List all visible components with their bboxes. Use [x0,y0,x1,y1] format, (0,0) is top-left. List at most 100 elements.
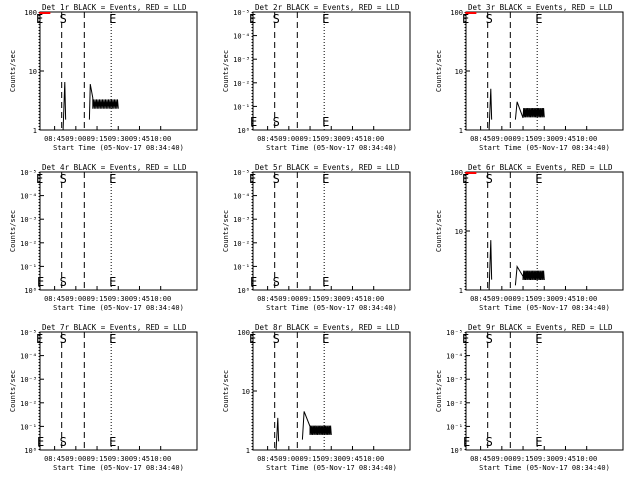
x-tick-label: 09:30 [108,135,129,143]
marker-label: E [535,172,542,186]
y-tick-label: 10⁻⁴ [446,353,463,361]
y-tick-label: 10⁻⁵ [20,169,37,177]
x-tick-label: 09:15 [300,295,321,303]
marker-label-bottom: E [250,115,257,129]
plot-frame [465,331,624,451]
marker-label: S [60,172,67,186]
x-tick-label: 09:30 [321,455,342,463]
x-tick-label: 08:45 [44,135,65,143]
x-tick-label: 08:45 [44,295,65,303]
y-tick-label: 10⁰ [450,447,463,455]
panel-title: Det 4r BLACK = Events, RED = LLD [42,163,187,172]
x-tick-label: 08:45 [44,455,65,463]
y-tick-label: 10⁻¹ [20,423,37,431]
events-spike [275,417,280,451]
detector-panel-7: Det 7r BLACK = Events, RED = LLD 10⁰ 10⁻¹ 1… [9,323,198,472]
y-tick-label: 10 [242,388,250,396]
x-tick-label: 09:45 [555,135,576,143]
plot-frame [39,331,198,451]
x-tick-label: 09:00 [491,135,512,143]
x-tick-label: 09:00 [278,295,299,303]
y-tick-label: 10⁻² [20,400,37,408]
marker-label: E [249,332,256,346]
x-tick-label: 09:45 [555,295,576,303]
detector-panel-6: Det 6r BLACK = Events, RED = LLD 1 10 100 08… [435,163,624,312]
marker-label-bottom: E [37,435,44,449]
x-tick-label: 09:30 [321,295,342,303]
marker-label-bottom: S [60,435,67,449]
events-plateau [301,411,332,440]
y-axis-label: Counts/sec [435,50,443,92]
panel-title: Det 5r BLACK = Events, RED = LLD [255,163,400,172]
marker-label-bottom: E [250,275,257,289]
marker-label: E [322,332,329,346]
panel-title: Det 8r BLACK = Events, RED = LLD [255,323,400,332]
marker-label: S [273,12,280,26]
x-axis-label: Start Time (05-Nov-17 08:34:40) [266,144,397,152]
y-tick-label: 10⁻² [233,80,250,88]
detector-panel-3: Det 3r BLACK = Events, RED = LLD 1 10 100 08… [435,3,624,152]
y-tick-label: 10⁻⁵ [20,329,37,337]
marker-label: S [273,332,280,346]
y-tick-label: 1 [33,127,37,135]
x-axis-label: Start Time (05-Nov-17 08:34:40) [479,304,610,312]
y-axis-label: Counts/sec [222,50,230,92]
x-tick-label: 09:30 [321,135,342,143]
y-tick-label: 1 [246,447,250,455]
x-axis-label: Start Time (05-Nov-17 08:34:40) [53,304,184,312]
y-tick-label: 10⁻⁵ [233,9,250,17]
marker-label: E [322,172,329,186]
marker-label: E [36,172,43,186]
y-tick-label: 10⁻¹ [20,263,37,271]
y-tick-label: 10⁰ [24,447,37,455]
detector-panel-9: Det 9r BLACK = Events, RED = LLD 10⁰ 10⁻¹ 1… [435,323,624,472]
x-tick-label: 10:00 [150,455,171,463]
x-tick-label: 09:45 [129,295,150,303]
x-tick-label: 08:45 [470,295,491,303]
x-tick-label: 09:15 [87,455,108,463]
marker-label: S [60,12,67,26]
events-plateau [88,83,119,120]
y-axis-label: Counts/sec [9,210,17,252]
marker-label: E [249,172,256,186]
marker-label: S [486,12,493,26]
y-tick-label: 10⁻⁵ [446,329,463,337]
y-tick-label: 10 [29,68,37,76]
marker-label: E [109,172,116,186]
y-tick-label: 100 [450,169,463,177]
x-tick-label: 09:30 [534,295,555,303]
events-spike [488,240,493,291]
events-plateau [514,101,545,120]
x-tick-label: 09:00 [491,455,512,463]
marker-label-bottom: E [109,435,116,449]
y-tick-label: 1 [459,127,463,135]
detector-panel-8: Det 8r BLACK = Events, RED = LLD 1 10 100 08… [222,323,411,472]
x-axis-label: Start Time (05-Nov-17 08:34:40) [266,304,397,312]
x-tick-label: 08:45 [470,455,491,463]
y-axis-label: Counts/sec [9,370,17,412]
x-tick-label: 09:15 [87,295,108,303]
x-tick-label: 09:15 [513,135,534,143]
y-axis-label: Counts/sec [222,370,230,412]
marker-label: S [486,172,493,186]
y-tick-label: 10⁻⁴ [20,193,37,201]
y-tick-label: 10⁻³ [446,376,463,384]
marker-label-bottom: S [60,275,67,289]
x-tick-label: 08:45 [257,295,278,303]
y-tick-label: 10⁰ [237,287,250,295]
y-axis-label: Counts/sec [9,50,17,92]
detector-panel-1: Det 1r BLACK = Events, RED = LLD 1 10 100 08… [9,3,198,152]
y-tick-label: 10⁻³ [20,376,37,384]
x-tick-label: 09:00 [65,135,86,143]
y-tick-label: 10⁻³ [233,56,250,64]
panel-title: Det 9r BLACK = Events, RED = LLD [468,323,613,332]
y-tick-label: 10⁻¹ [233,103,250,111]
x-tick-label: 10:00 [363,295,384,303]
marker-label: E [462,12,469,26]
panel-title: Det 3r BLACK = Events, RED = LLD [468,3,613,12]
x-tick-label: 08:45 [470,135,491,143]
events-plateau [514,264,545,286]
marker-label-bottom: E [535,435,542,449]
